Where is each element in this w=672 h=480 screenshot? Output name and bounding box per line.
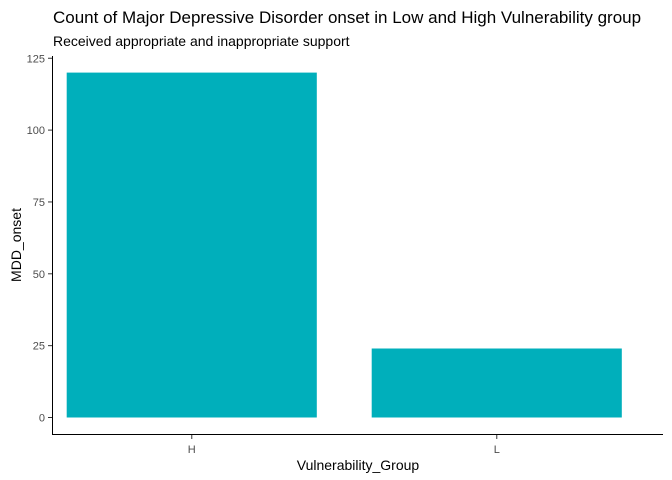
y-tick-label-25: 25: [33, 341, 45, 353]
y-tick-label-125: 125: [27, 53, 45, 65]
chart-subtitle: Received appropriate and inappropriate s…: [53, 33, 350, 49]
bars-group: [66, 72, 622, 418]
bar-H: [66, 72, 317, 418]
bar-L: [371, 348, 622, 418]
x-tick-label-L: L: [494, 444, 500, 456]
y-tick-label-0: 0: [39, 413, 45, 425]
chart-title: Count of Major Depressive Disorder onset…: [53, 8, 641, 27]
y-tick-label-50: 50: [33, 269, 45, 281]
x-tick-label-H: H: [188, 444, 196, 456]
y-tick-label-100: 100: [27, 125, 45, 137]
x-axis-title: Vulnerability_Group: [297, 457, 420, 473]
y-axis-ticks: 0 25 50 75 100 125: [27, 53, 52, 425]
y-tick-label-75: 75: [33, 197, 45, 209]
y-axis-title: MDD_onset: [8, 208, 24, 282]
